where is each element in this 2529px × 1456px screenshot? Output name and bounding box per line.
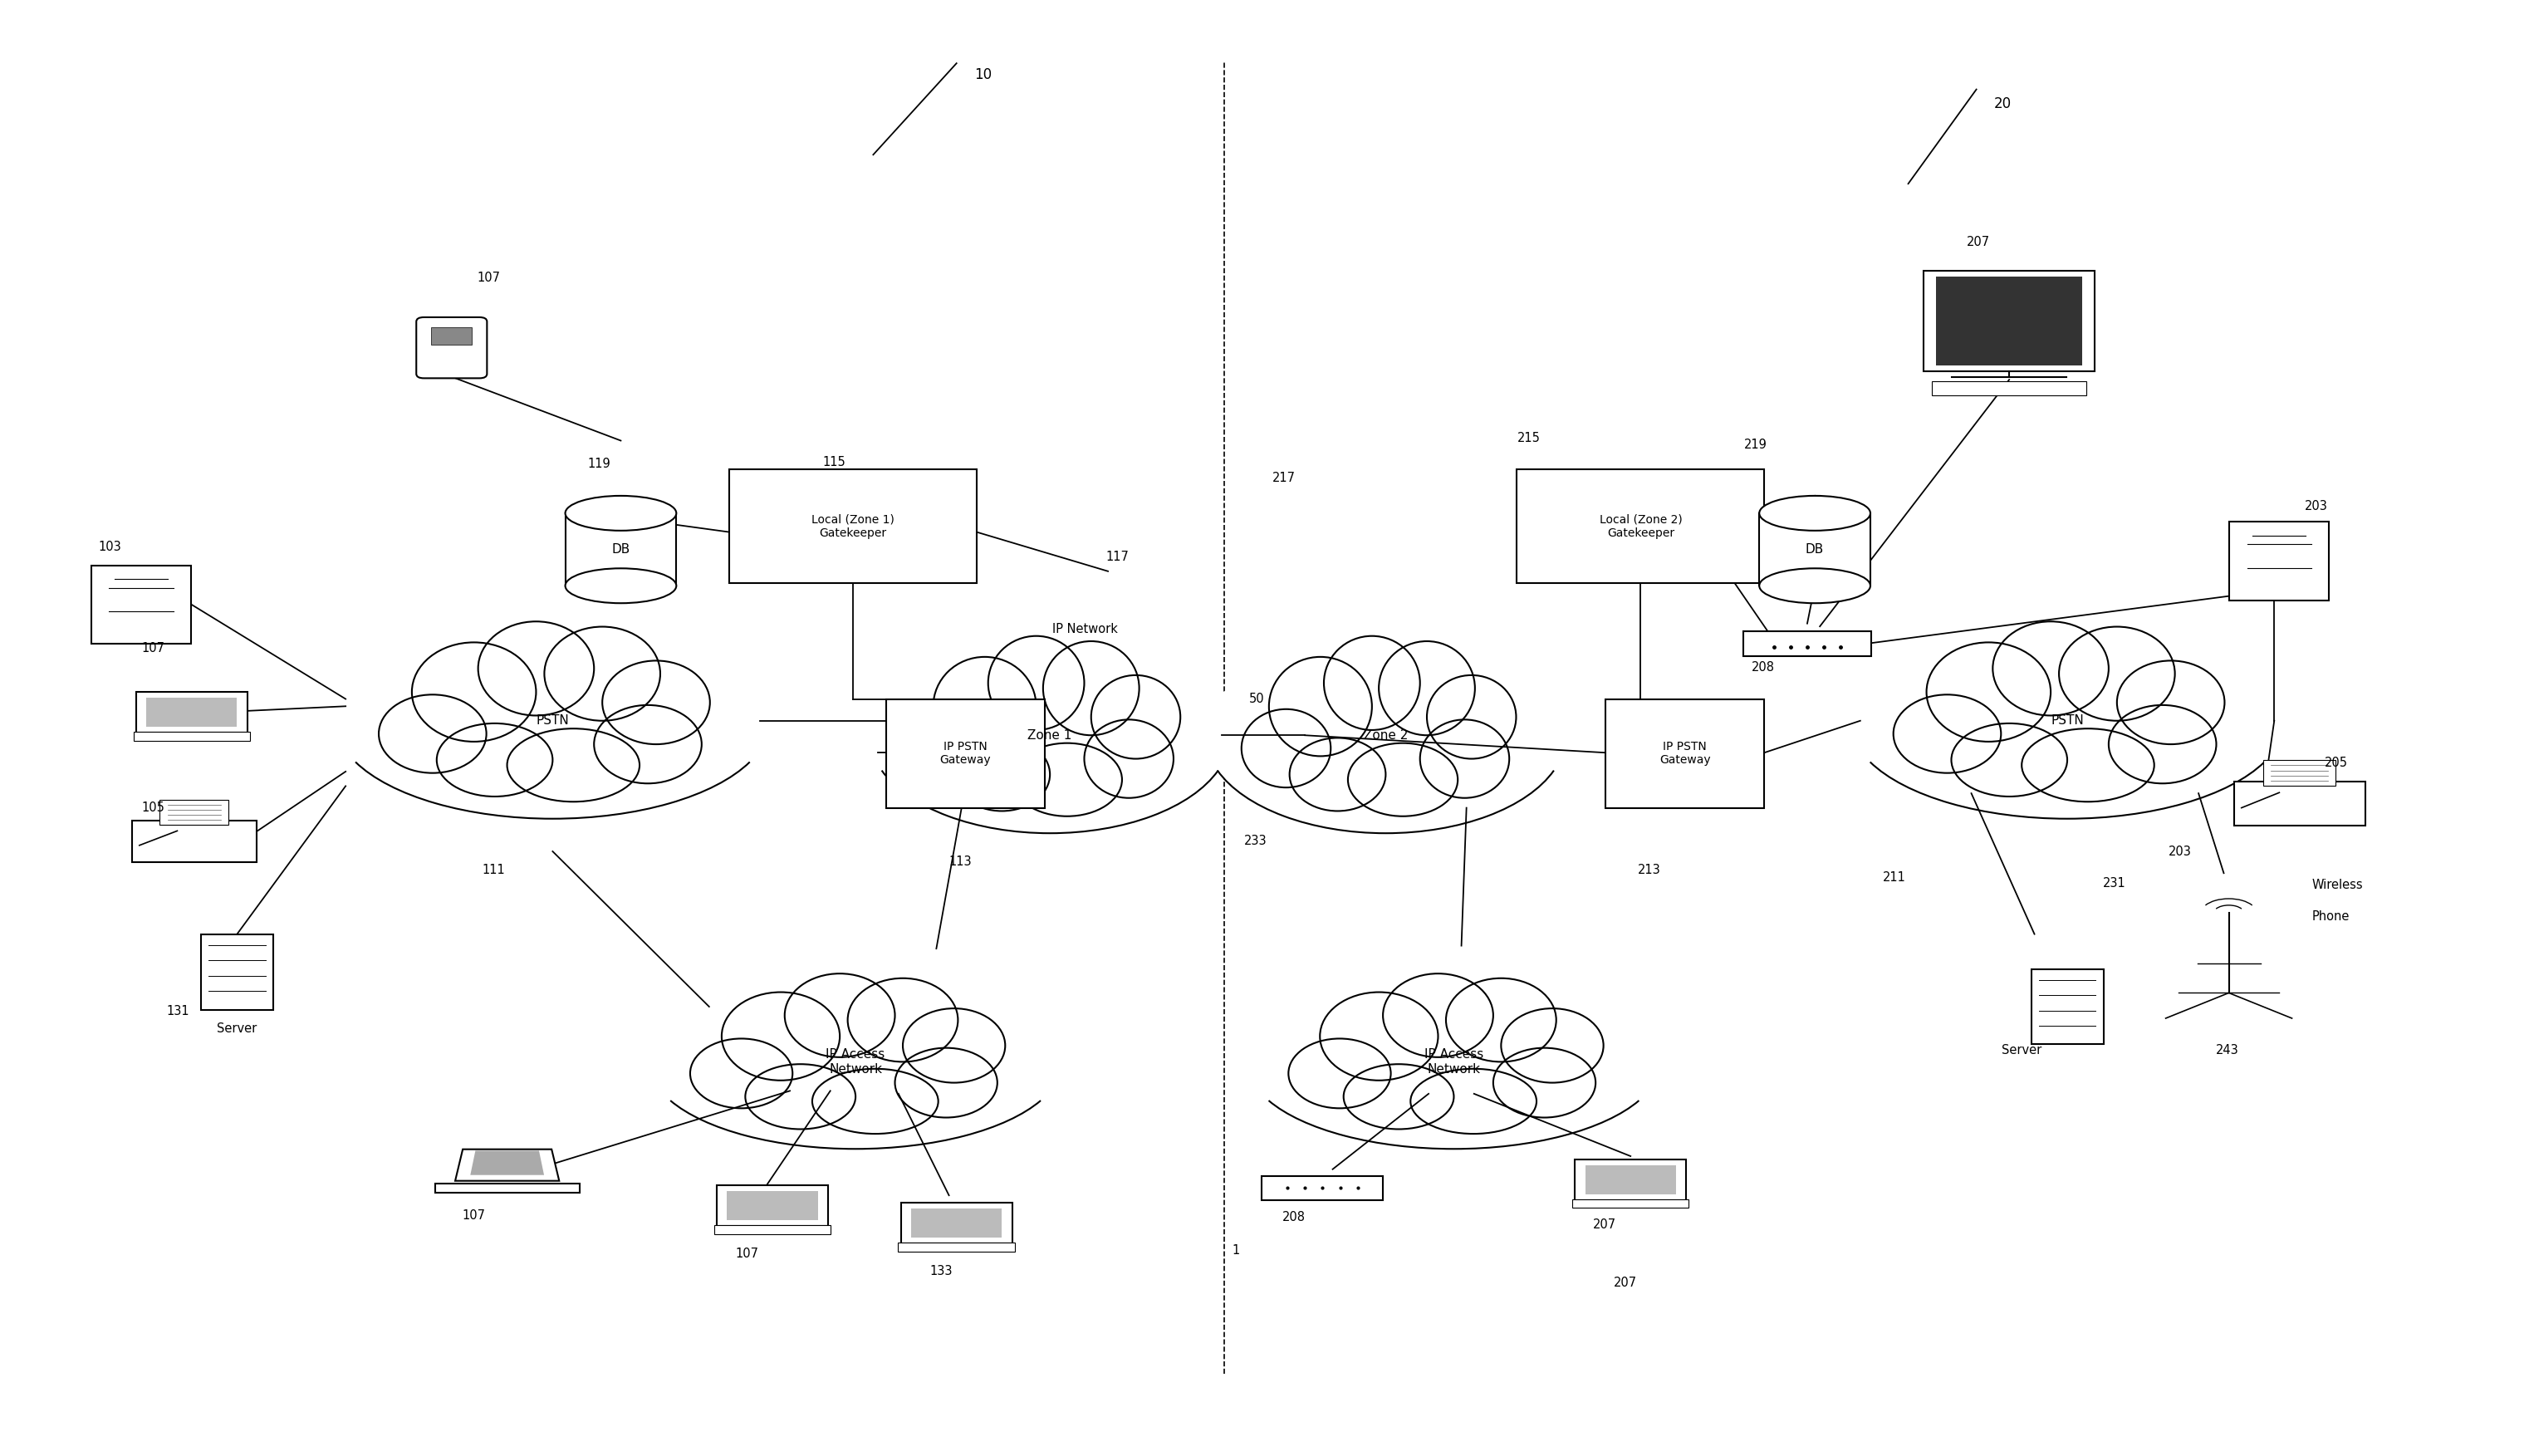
FancyBboxPatch shape: [1606, 699, 1765, 808]
Text: 115: 115: [822, 456, 845, 469]
Ellipse shape: [1502, 1009, 1603, 1083]
Text: 103: 103: [99, 540, 121, 553]
FancyBboxPatch shape: [2231, 521, 2329, 600]
Text: Phone: Phone: [2312, 910, 2349, 923]
Text: 207: 207: [1593, 1219, 1616, 1230]
FancyBboxPatch shape: [885, 699, 1044, 808]
FancyBboxPatch shape: [1517, 470, 1765, 582]
FancyBboxPatch shape: [1742, 632, 1871, 657]
Ellipse shape: [1419, 719, 1510, 798]
Ellipse shape: [1287, 1038, 1391, 1108]
Ellipse shape: [1242, 709, 1330, 788]
Ellipse shape: [1270, 657, 1371, 756]
Ellipse shape: [1348, 743, 1457, 817]
Text: IP Access
Network: IP Access Network: [827, 1048, 885, 1076]
FancyBboxPatch shape: [91, 565, 192, 644]
FancyBboxPatch shape: [1586, 1165, 1677, 1194]
Ellipse shape: [508, 728, 640, 802]
Ellipse shape: [2117, 661, 2226, 744]
Ellipse shape: [903, 1009, 1004, 1083]
Text: 107: 107: [463, 1210, 486, 1222]
Text: 213: 213: [1639, 863, 1662, 877]
Ellipse shape: [1012, 743, 1123, 817]
Text: 133: 133: [931, 1265, 953, 1277]
Text: 117: 117: [1105, 550, 1128, 563]
Text: 107: 107: [736, 1248, 759, 1259]
Ellipse shape: [2059, 626, 2175, 721]
FancyBboxPatch shape: [898, 1243, 1014, 1252]
Ellipse shape: [1323, 636, 1419, 729]
Ellipse shape: [1320, 992, 1439, 1080]
FancyBboxPatch shape: [1262, 1176, 1383, 1200]
Text: DB: DB: [612, 543, 630, 556]
FancyBboxPatch shape: [900, 1203, 1012, 1243]
FancyBboxPatch shape: [200, 935, 273, 1009]
FancyBboxPatch shape: [2031, 968, 2104, 1044]
Text: IP Network: IP Network: [1052, 623, 1118, 635]
Text: 131: 131: [167, 1005, 190, 1018]
FancyBboxPatch shape: [728, 470, 976, 582]
FancyBboxPatch shape: [713, 1226, 830, 1235]
Text: PSTN: PSTN: [536, 715, 569, 727]
FancyBboxPatch shape: [134, 732, 250, 741]
FancyBboxPatch shape: [1760, 513, 1871, 585]
Text: 113: 113: [948, 855, 971, 868]
Ellipse shape: [1894, 695, 2000, 773]
Ellipse shape: [1206, 638, 1565, 833]
Text: IP PSTN
Gateway: IP PSTN Gateway: [941, 741, 991, 766]
FancyBboxPatch shape: [2233, 782, 2365, 826]
Text: Local (Zone 1)
Gatekeeper: Local (Zone 1) Gatekeeper: [812, 514, 895, 539]
Ellipse shape: [1993, 622, 2109, 715]
FancyBboxPatch shape: [159, 799, 228, 826]
Ellipse shape: [847, 978, 958, 1061]
Polygon shape: [470, 1150, 544, 1175]
Ellipse shape: [544, 626, 660, 721]
Ellipse shape: [989, 636, 1085, 729]
Ellipse shape: [650, 974, 1062, 1149]
Ellipse shape: [1378, 641, 1474, 735]
Ellipse shape: [895, 1048, 996, 1118]
Text: Zone 1: Zone 1: [1027, 729, 1072, 741]
Text: DB: DB: [1806, 543, 1823, 556]
Text: 107: 107: [142, 642, 164, 654]
Ellipse shape: [566, 496, 675, 530]
Ellipse shape: [690, 1038, 792, 1108]
Ellipse shape: [933, 657, 1037, 756]
Text: Server: Server: [2003, 1044, 2041, 1057]
FancyBboxPatch shape: [1573, 1200, 1689, 1208]
Text: Server: Server: [217, 1022, 258, 1035]
Ellipse shape: [336, 623, 769, 818]
Ellipse shape: [379, 695, 486, 773]
Ellipse shape: [905, 709, 994, 788]
FancyBboxPatch shape: [716, 1185, 827, 1226]
Text: IP PSTN
Gateway: IP PSTN Gateway: [1659, 741, 1710, 766]
FancyBboxPatch shape: [417, 317, 488, 379]
Text: 119: 119: [587, 457, 612, 470]
FancyBboxPatch shape: [2263, 760, 2337, 786]
Text: 105: 105: [142, 802, 164, 814]
FancyBboxPatch shape: [910, 1208, 1001, 1238]
Text: 203: 203: [2304, 499, 2327, 513]
Text: 205: 205: [2324, 757, 2347, 769]
Ellipse shape: [1247, 974, 1662, 1149]
Ellipse shape: [566, 568, 675, 603]
Text: Zone 2: Zone 2: [1363, 729, 1409, 741]
Ellipse shape: [2021, 728, 2155, 802]
Ellipse shape: [1411, 1069, 1538, 1134]
Text: 243: 243: [2215, 1044, 2238, 1057]
Ellipse shape: [1343, 1064, 1454, 1130]
Text: 233: 233: [1244, 834, 1267, 847]
Text: 217: 217: [1272, 472, 1295, 485]
FancyBboxPatch shape: [132, 821, 255, 862]
FancyBboxPatch shape: [147, 697, 238, 727]
Ellipse shape: [1849, 623, 2284, 818]
Ellipse shape: [602, 661, 711, 744]
Ellipse shape: [1090, 676, 1181, 759]
Text: 207: 207: [1614, 1277, 1636, 1289]
FancyBboxPatch shape: [726, 1191, 817, 1220]
Text: 50: 50: [1249, 693, 1264, 705]
Ellipse shape: [1927, 642, 2051, 741]
Ellipse shape: [812, 1069, 938, 1134]
Text: PSTN: PSTN: [2051, 715, 2084, 727]
Text: 20: 20: [1993, 96, 2011, 111]
